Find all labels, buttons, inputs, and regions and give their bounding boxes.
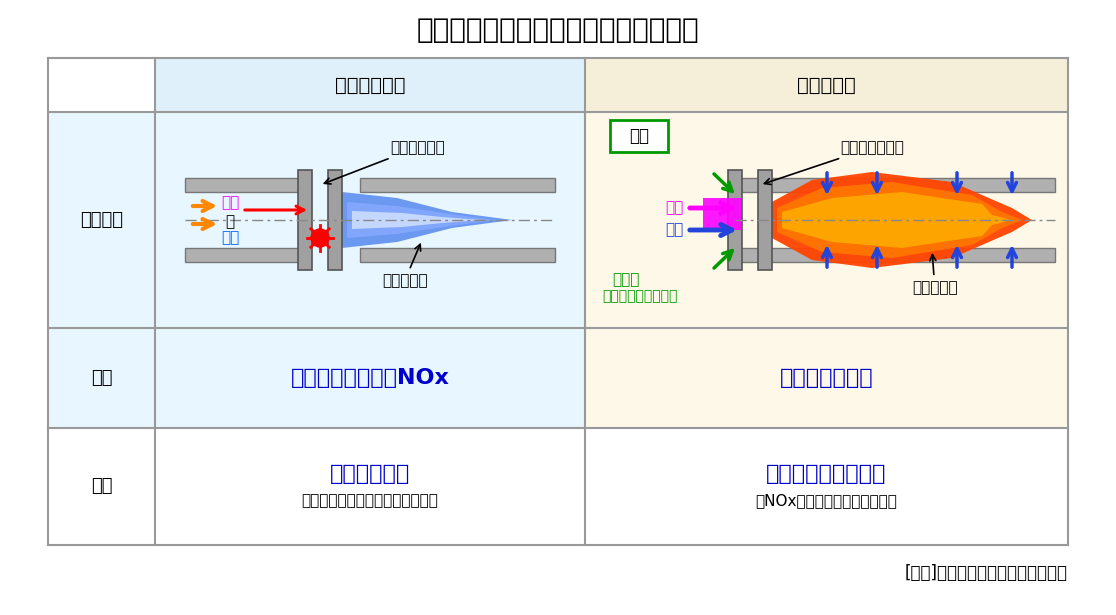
Bar bbox=[585, 328, 1068, 428]
Text: （水素リッチ燃料の高燃焼速度）: （水素リッチ燃料の高燃焼速度） bbox=[301, 493, 439, 508]
Text: 高温度領域: 高温度領域 bbox=[912, 255, 958, 295]
Text: 低温度領域: 低温度領域 bbox=[382, 244, 427, 288]
Polygon shape bbox=[782, 192, 1012, 248]
Text: プラント効率の低下: プラント効率の低下 bbox=[767, 464, 887, 485]
Bar bbox=[48, 428, 1068, 545]
Text: 長所: 長所 bbox=[90, 369, 113, 387]
Circle shape bbox=[311, 229, 329, 247]
Bar bbox=[360, 178, 555, 192]
Polygon shape bbox=[772, 172, 1032, 268]
Bar bbox=[298, 170, 312, 270]
Text: 逆火リスク大: 逆火リスク大 bbox=[330, 464, 410, 485]
Text: ＋: ＋ bbox=[225, 215, 234, 229]
Bar bbox=[735, 178, 1055, 192]
Polygon shape bbox=[352, 211, 482, 229]
Polygon shape bbox=[347, 202, 497, 238]
Bar bbox=[735, 248, 1055, 262]
Text: 空気: 空気 bbox=[221, 231, 239, 245]
Text: 逆火リスクなし: 逆火リスクなし bbox=[764, 140, 904, 184]
Bar bbox=[585, 112, 1068, 328]
Bar bbox=[48, 328, 585, 428]
Polygon shape bbox=[341, 192, 512, 248]
Bar bbox=[360, 248, 555, 262]
Text: （水，蒸気，窒素）: （水，蒸気，窒素） bbox=[602, 289, 677, 303]
Bar bbox=[185, 248, 310, 262]
Text: （NOx低減用の希釈剤の使用）: （NOx低減用の希釈剤の使用） bbox=[756, 493, 897, 508]
Text: [出典]　三菱日立パワーシステムズ: [出典] 三菱日立パワーシステムズ bbox=[905, 564, 1068, 582]
Bar bbox=[328, 170, 341, 270]
Bar bbox=[728, 170, 742, 270]
Text: 希薄燃焼による低NOx: 希薄燃焼による低NOx bbox=[290, 368, 450, 388]
Text: 逆火リスクなし: 逆火リスクなし bbox=[780, 368, 874, 388]
Bar bbox=[758, 170, 772, 270]
Text: 短所: 短所 bbox=[90, 477, 113, 496]
Text: 燃料: 燃料 bbox=[221, 196, 239, 210]
Bar bbox=[585, 58, 1068, 112]
Text: 湿式: 湿式 bbox=[629, 127, 650, 145]
Bar bbox=[48, 112, 585, 328]
Text: 希釈剤: 希釈剤 bbox=[612, 272, 639, 287]
Text: 燃料: 燃料 bbox=[666, 200, 684, 215]
Bar bbox=[155, 58, 585, 112]
Text: 空気: 空気 bbox=[666, 223, 684, 237]
Text: 予混合燃焼器: 予混合燃焼器 bbox=[335, 76, 405, 95]
Polygon shape bbox=[777, 182, 1022, 258]
FancyBboxPatch shape bbox=[610, 120, 668, 152]
Bar bbox=[185, 178, 310, 192]
Text: 逆火リスク大: 逆火リスク大 bbox=[325, 140, 445, 184]
Text: 拡散燃焼器: 拡散燃焼器 bbox=[797, 76, 856, 95]
Bar bbox=[703, 198, 741, 230]
Text: 燃焼方式: 燃焼方式 bbox=[80, 211, 123, 229]
Text: 図表　拡散燃焼方式と予混合燃焼方式: 図表 拡散燃焼方式と予混合燃焼方式 bbox=[416, 16, 700, 44]
